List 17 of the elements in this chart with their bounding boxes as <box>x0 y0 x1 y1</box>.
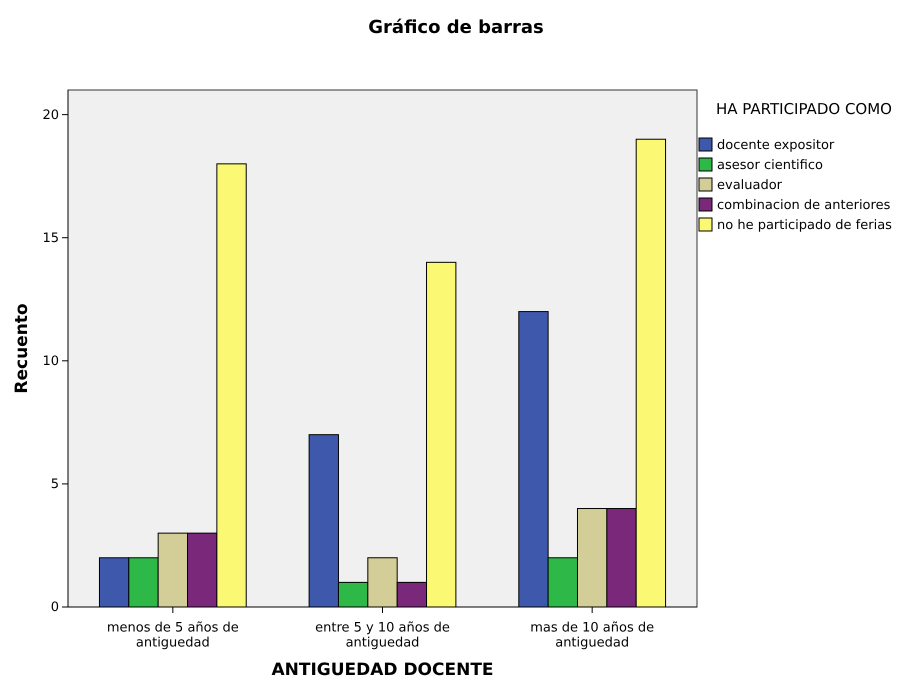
chart-title: Gráfico de barras <box>368 17 544 38</box>
legend-title: HA PARTICIPADO COMO <box>716 100 892 118</box>
y-tick-label: 10 <box>42 354 59 369</box>
x-tick-label: mas de 10 años de antiguedad <box>530 620 654 651</box>
x-axis-title: ANTIGUEDAD DOCENTE <box>271 660 494 680</box>
legend-label: evaluador <box>717 178 783 193</box>
y-axis-title: Recuento <box>12 303 32 394</box>
legend-label: docente expositor <box>717 138 835 153</box>
y-tick-label: 20 <box>42 108 59 123</box>
legend-label: asesor cientifico <box>717 158 823 173</box>
y-tick-label: 5 <box>50 477 59 492</box>
x-tick-label: menos de 5 años de antiguedad <box>106 620 239 651</box>
legend-label: combinacion de anteriores <box>717 198 891 213</box>
y-tick-label: 0 <box>50 600 59 616</box>
legend-label: no he participado de ferias <box>717 218 892 233</box>
x-tick-label: entre 5 y 10 años de antiguedad <box>315 620 450 651</box>
y-tick-label: 15 <box>42 230 59 246</box>
